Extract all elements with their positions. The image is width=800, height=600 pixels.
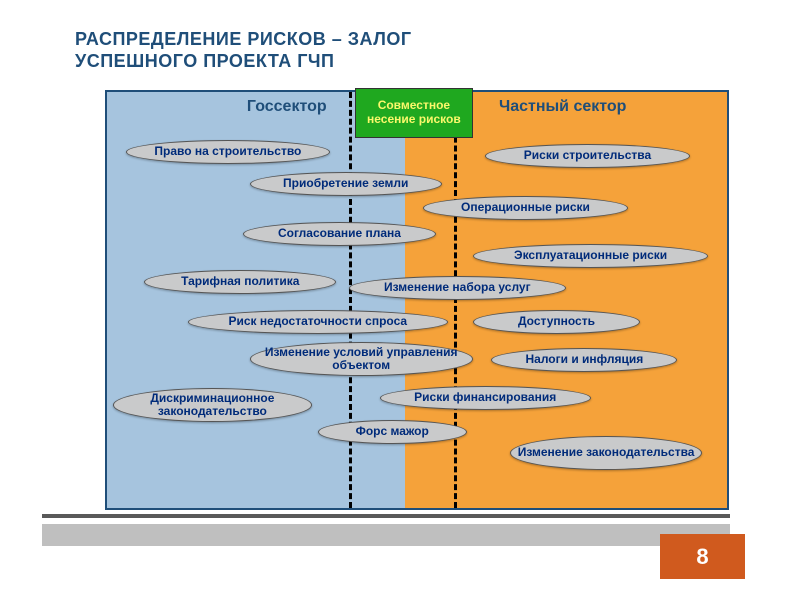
title-line-1: РАСПРЕДЕЛЕНИЕ РИСКОВ – ЗАЛОГ: [75, 28, 412, 50]
risk-bubble: Согласование плана: [243, 222, 435, 246]
risk-bubble: Изменение законодательства: [510, 436, 702, 470]
page-title: РАСПРЕДЕЛЕНИЕ РИСКОВ – ЗАЛОГ УСПЕШНОГО П…: [75, 28, 412, 72]
risk-bubble: Риски строительства: [485, 144, 690, 168]
risk-bubble: Изменение условий управления объектом: [250, 342, 473, 376]
page-number-badge: 8: [660, 534, 745, 579]
footer-rule: [42, 514, 730, 518]
header-private-sector: Частный сектор: [454, 98, 671, 116]
risk-bubble: Доступность: [473, 310, 640, 334]
risk-bubble: Форс мажор: [318, 420, 467, 444]
risk-bubble: Приобретение земли: [250, 172, 442, 196]
footer-bar: [42, 524, 730, 546]
header-shared-risks: Совместное несение рисков: [355, 88, 473, 138]
risk-bubble: Риски финансирования: [380, 386, 591, 410]
risk-bubble: Операционные риски: [423, 196, 628, 220]
title-line-2: УСПЕШНОГО ПРОЕКТА ГЧП: [75, 50, 412, 72]
risk-bubble: Изменение набора услуг: [349, 276, 566, 300]
header-public-sector: Госсектор: [212, 98, 361, 116]
dashed-boundary-right: [454, 92, 457, 508]
page-number: 8: [696, 544, 708, 570]
risk-bubble: Право на строительство: [126, 140, 331, 164]
risk-diagram: Госсектор Частный сектор Совместное несе…: [105, 90, 729, 510]
risk-bubble: Эксплуатационные риски: [473, 244, 709, 268]
risk-bubble: Налоги и инфляция: [491, 348, 677, 372]
dashed-boundary-left: [349, 92, 352, 508]
risk-bubble: Тарифная политика: [144, 270, 336, 294]
risk-bubble: Риск недостаточности спроса: [188, 310, 448, 334]
risk-bubble: Дискриминационное законодательство: [113, 388, 311, 422]
